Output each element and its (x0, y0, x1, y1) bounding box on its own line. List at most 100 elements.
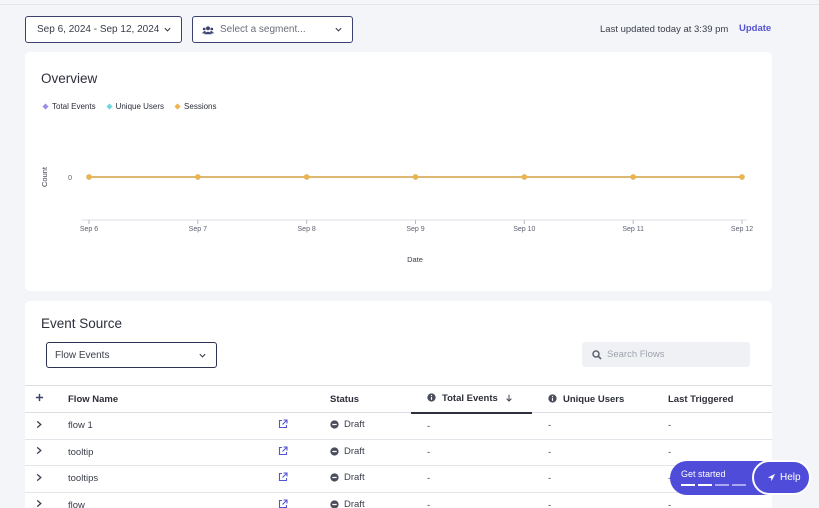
legend-label: Unique Users (115, 102, 165, 111)
total-events-value: - (411, 492, 532, 508)
chevron-right-icon (36, 420, 42, 428)
chevron-down-icon (199, 353, 206, 358)
plus-icon (35, 393, 44, 402)
legend-label: Sessions (184, 102, 217, 111)
date-range-dropdown[interactable]: Sep 6, 2024 - Sep 12, 2024 (25, 16, 182, 43)
search-icon (592, 349, 602, 360)
table-header-row: Flow Name Status Total Events Unique Use… (25, 385, 772, 414)
flow-status: Draft (330, 492, 411, 508)
table-row[interactable]: tooltip Draft - - - (25, 439, 772, 466)
segment-placeholder: Select a segment... (220, 24, 306, 35)
x-axis-label: Date (407, 255, 423, 264)
chart-legend: Total Events Unique Users Sessions (42, 102, 227, 111)
expand-row-button[interactable] (25, 412, 68, 440)
series-point-2 (739, 174, 745, 180)
progress-steps (681, 484, 770, 486)
table-row[interactable]: flow 1 Draft - - - (25, 412, 772, 440)
series-point-2 (521, 174, 528, 180)
x-tick-label: Sep 11 (622, 226, 644, 233)
status-label: Draft (344, 419, 365, 431)
external-link-icon (278, 472, 288, 482)
external-link-icon (278, 419, 288, 429)
legend-item-sessions[interactable]: Sessions (174, 102, 217, 111)
flow-name: tooltip (68, 439, 278, 466)
expand-row-button[interactable] (25, 492, 68, 508)
overview-title: Overview (41, 71, 98, 86)
add-column-button[interactable] (25, 385, 68, 413)
x-tick-label: Sep 12 (731, 226, 753, 233)
external-link-icon (278, 499, 288, 508)
x-tick-label: Sep 7 (189, 226, 207, 233)
series-point-2 (412, 174, 419, 180)
event-source-dropdown[interactable]: Flow Events (46, 342, 217, 368)
column-unique-users[interactable]: Unique Users (532, 385, 652, 413)
open-flow-button[interactable] (278, 465, 330, 493)
diamond-icon (42, 103, 49, 110)
open-flow-button[interactable] (278, 439, 330, 466)
column-total-events[interactable]: Total Events (411, 385, 532, 414)
legend-item-total-events[interactable]: Total Events (42, 102, 96, 111)
event-source-card: Event Source Flow Events Flow Name Statu… (25, 301, 772, 508)
column-spacer (278, 385, 330, 413)
chevron-down-icon (335, 27, 342, 32)
date-range-label: Sep 6, 2024 - Sep 12, 2024 (37, 24, 160, 35)
series-point-2 (195, 174, 201, 180)
help-label: Help (780, 472, 801, 483)
y-axis-label: Count (40, 166, 49, 187)
x-tick-label: Sep 8 (298, 226, 316, 233)
diamond-icon (106, 103, 113, 110)
segment-dropdown[interactable]: Select a segment... (192, 16, 353, 43)
expand-row-button[interactable] (25, 465, 68, 493)
column-flow-name[interactable]: Flow Name (68, 385, 278, 413)
users-icon (202, 25, 214, 34)
series-point-2 (303, 174, 310, 180)
unique-users-value: - (532, 439, 652, 466)
total-events-value: - (411, 412, 532, 440)
unique-users-value: - (532, 492, 652, 508)
series-point-2 (86, 174, 92, 180)
chevron-right-icon (36, 500, 42, 508)
help-button[interactable]: Help (752, 460, 811, 495)
status-label: Draft (344, 498, 365, 508)
flow-status: Draft (330, 412, 411, 440)
y-tick-label: 0 (68, 175, 72, 182)
diamond-icon (174, 103, 181, 110)
update-link[interactable]: Update (739, 23, 772, 34)
search-input[interactable] (607, 349, 737, 360)
status-label: Draft (344, 472, 365, 484)
info-icon (427, 393, 436, 402)
total-events-value: - (411, 465, 532, 493)
last-triggered-value: - (652, 492, 772, 508)
total-events-value: - (411, 439, 532, 466)
status-draft-icon (330, 473, 339, 482)
event-source-title: Event Source (41, 316, 123, 331)
column-status[interactable]: Status (330, 385, 411, 413)
flow-status: Draft (330, 439, 411, 466)
unique-users-value: - (532, 465, 652, 493)
table-row[interactable]: tooltips Draft - - - (25, 465, 772, 493)
legend-label: Total Events (52, 102, 96, 111)
pointer-icon (767, 473, 776, 482)
last-triggered-value: - (652, 412, 772, 440)
status-draft-icon (330, 447, 339, 456)
status-draft-icon (330, 500, 339, 508)
table-row[interactable]: flow Draft - - - (25, 492, 772, 508)
column-last-triggered[interactable]: Last Triggered (652, 385, 772, 413)
status-draft-icon (330, 420, 339, 429)
status-label: Draft (344, 445, 365, 457)
unique-users-value: - (532, 412, 652, 440)
top-divider (0, 4, 819, 5)
sort-down-icon (506, 395, 513, 402)
x-tick-label: Sep 10 (513, 226, 535, 233)
open-flow-button[interactable] (278, 412, 330, 440)
column-label: Unique Users (563, 393, 625, 405)
overview-line-chart: Sep 6 Sep 7 Sep 8 Sep 9 Sep 10 Sep 11 Sep 12 0 D… (40, 166, 753, 264)
column-label: Total Events (442, 393, 498, 405)
expand-row-button[interactable] (25, 439, 68, 466)
last-updated-text: Last updated today at 3:39 pm (600, 24, 729, 35)
flow-name: tooltips (68, 465, 278, 493)
x-tick-label: Sep 9 (406, 226, 424, 233)
event-source-selected: Flow Events (55, 349, 110, 361)
legend-item-unique-users[interactable]: Unique Users (106, 102, 164, 111)
open-flow-button[interactable] (278, 492, 330, 508)
